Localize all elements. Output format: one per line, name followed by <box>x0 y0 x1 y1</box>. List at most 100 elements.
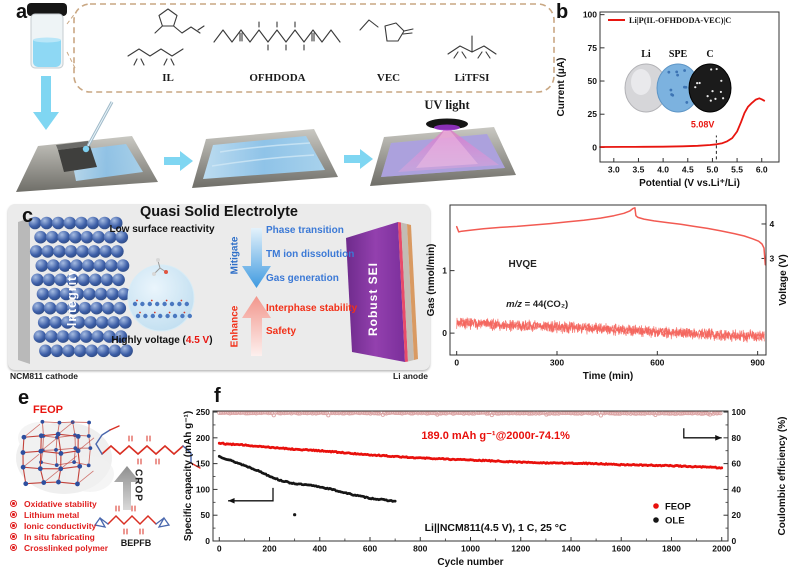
svg-text:200: 200 <box>196 433 210 443</box>
svg-text:OLE: OLE <box>665 516 685 527</box>
enhance-item: Interphase stability <box>266 303 358 314</box>
svg-text:400: 400 <box>313 544 327 554</box>
spread-film-step <box>192 129 338 188</box>
svg-text:60: 60 <box>732 459 742 469</box>
svg-text:3: 3 <box>770 253 775 263</box>
list-item-label: In situ fabricating <box>24 531 95 542</box>
svg-text:600: 600 <box>363 544 377 554</box>
svg-text:1200: 1200 <box>511 544 530 554</box>
connector-line <box>66 11 77 25</box>
svg-text:0: 0 <box>205 536 210 546</box>
panel-e-label: e <box>18 387 30 409</box>
enhance-item: Safety <box>266 326 297 337</box>
svg-text:0: 0 <box>732 536 737 546</box>
svg-text:Cycle number: Cycle number <box>437 557 503 568</box>
uv-light-label: UV light <box>424 98 470 112</box>
svg-text:Time (min): Time (min) <box>583 371 633 382</box>
right-arrow-icon <box>344 149 373 169</box>
svg-text:5.5: 5.5 <box>731 165 743 175</box>
cathode-caption: NCM811 cathode <box>10 371 79 381</box>
panel-a-label: a <box>16 1 28 23</box>
svg-text:1: 1 <box>442 266 447 276</box>
crop-up-arrow-icon <box>114 466 140 510</box>
svg-text:2000: 2000 <box>712 544 731 554</box>
svg-text:600: 600 <box>650 358 664 368</box>
list-item: Crosslinked polymer <box>10 542 130 553</box>
svg-text:1400: 1400 <box>562 544 581 554</box>
svg-text:0: 0 <box>217 544 222 554</box>
casting-step <box>16 101 158 192</box>
svg-text:1600: 1600 <box>612 544 631 554</box>
svg-text:Potential (V vs.Li⁺/Li): Potential (V vs.Li⁺/Li) <box>639 178 740 189</box>
mitigate-item: TM ion dissolution <box>266 249 355 260</box>
svg-text:50: 50 <box>588 76 598 86</box>
mitigate-item: Phase transition <box>266 225 344 236</box>
svg-text:150: 150 <box>196 459 210 469</box>
svg-text:900: 900 <box>751 358 765 368</box>
svg-text:20: 20 <box>732 510 742 520</box>
circle-dot-icon <box>10 522 17 529</box>
lsv-chart: 3.0 3.5 4.0 4.5 5.0 5.5 6.0 0 25 50 75 100 Potential… <box>556 10 780 189</box>
svg-text:25: 25 <box>588 109 598 119</box>
svg-text:C: C <box>706 49 713 60</box>
molecule-label-ofhdoda: OFHDODA <box>249 72 306 84</box>
svg-text:100: 100 <box>196 484 210 494</box>
anode-caption: Li anode <box>393 371 428 381</box>
svg-text:4.5: 4.5 <box>682 165 694 175</box>
list-item: In situ fabricating <box>10 531 130 542</box>
lattice-dots <box>132 299 192 319</box>
hv-value: 4.5 V <box>185 335 210 346</box>
svg-text:0: 0 <box>454 358 459 368</box>
high-voltage-label: Highly voltage (4.5 V) <box>92 335 232 347</box>
svg-text:Li: Li <box>641 49 651 60</box>
bepfb-label: BEPFB <box>120 538 152 548</box>
svg-text:SPE: SPE <box>669 49 688 60</box>
mitigate-item: Gas generation <box>266 273 339 284</box>
cathode-edge <box>18 218 30 364</box>
list-item: Ionic conductivity <box>10 520 130 531</box>
ncm811-sphere-wall <box>28 216 133 358</box>
feop-title: FEOP <box>33 404 63 416</box>
svg-text:189.0 mAh g⁻¹@2000r-74.1%: 189.0 mAh g⁻¹@2000r-74.1% <box>421 430 570 442</box>
panel-c-label: c <box>22 205 34 227</box>
qse-mechanism-panel: Quasi Solid Electrolyte Low surface reac… <box>8 204 430 370</box>
mitigate-down-arrow-icon <box>242 228 271 288</box>
svg-text:Coulombic efficiency (%): Coulombic efficiency (%) <box>777 417 788 536</box>
robust-sei-label: Robust SEI <box>366 262 380 337</box>
svg-text:4: 4 <box>770 219 775 229</box>
svg-text:1000: 1000 <box>461 544 480 554</box>
svg-text:Specific capacity (mAh g⁻¹): Specific capacity (mAh g⁻¹) <box>183 411 194 541</box>
panel-a-fabrication-schematic <box>16 3 555 192</box>
il-structure-icon <box>127 8 205 66</box>
feop-advantages-list: Oxidative stability Lithium metal Ionic … <box>10 498 130 553</box>
svg-text:5.08V: 5.08V <box>691 119 715 129</box>
panel-f-label: f <box>214 385 221 407</box>
circle-dot-icon <box>10 511 17 518</box>
interface-zoom-lens <box>127 264 195 332</box>
svg-text:FEOP: FEOP <box>665 502 692 513</box>
down-arrow-icon <box>33 76 59 130</box>
list-item-label: Oxidative stability <box>24 498 97 509</box>
svg-text:Li|P(IL-OFHDODA-VEC)|C: Li|P(IL-OFHDODA-VEC)|C <box>629 16 731 25</box>
li-anode-slab <box>346 222 418 362</box>
adsorbed-molecule-icon <box>152 258 168 276</box>
svg-text:3.0: 3.0 <box>608 165 620 175</box>
feop-polymer-structure-icon <box>95 425 201 469</box>
uv-curing-step <box>370 118 516 186</box>
svg-text:75: 75 <box>588 43 598 53</box>
ofhdoda-structure-icon <box>213 21 341 51</box>
svg-text:200: 200 <box>262 544 276 554</box>
svg-text:800: 800 <box>413 544 427 554</box>
list-item-label: Crosslinked polymer <box>24 542 109 553</box>
qse-title: Quasi Solid Electrolyte <box>140 204 298 220</box>
precursor-vial-icon <box>27 3 67 69</box>
right-arrow-icon <box>164 151 193 171</box>
svg-text:Gas (nmol/min): Gas (nmol/min) <box>426 244 437 317</box>
circle-dot-icon <box>10 533 17 540</box>
circle-dot-icon <box>10 544 17 551</box>
svg-text:40: 40 <box>732 484 742 494</box>
dems-gas-chart: 0 300 600 900 0 1 3 4 Time (min) Gas (nmol/min) Vo… <box>426 204 789 382</box>
svg-text:Li||NCM811(4.5 V), 1 C, 25 °C: Li||NCM811(4.5 V), 1 C, 25 °C <box>425 522 567 534</box>
svg-text:3.5: 3.5 <box>633 165 645 175</box>
